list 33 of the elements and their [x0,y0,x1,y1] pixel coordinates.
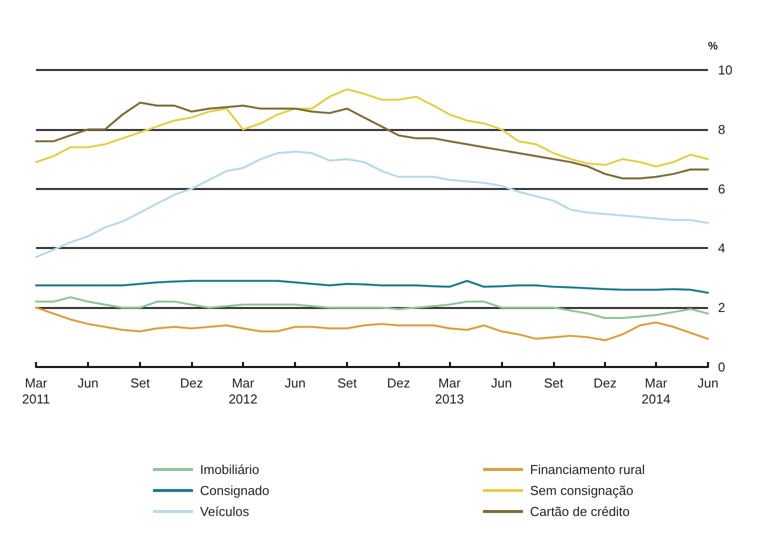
x-tick-label: Jun [78,376,99,390]
line-series [35,296,709,319]
x-tick-label: Mar 2014 [642,376,670,406]
x-tick-label: Dez [180,376,204,390]
x-tick-label: Jun [491,376,512,390]
legend-label: Cartão de crédito [530,504,630,519]
x-tick-label: Dez [387,376,410,390]
x-tick-label: Jun [284,376,306,390]
y-axis-title: % [708,40,718,52]
line-series [35,88,709,168]
line-series [35,102,709,180]
x-tick-label: Mar 2013 [435,376,464,406]
line-series [35,280,709,294]
x-tick-label: Set [337,376,358,390]
x-tick-label: Set [544,376,564,390]
x-tick-label: Set [130,376,150,390]
x-tick-label: Dez [593,376,617,390]
x-tick-label: Mar 2011 [22,376,50,406]
x-tick-label: Jun [698,376,718,390]
line-series [35,150,709,258]
y-tick-label: 6 [718,181,726,196]
legend-label: Imobiliário [200,462,260,477]
x-tick-label: Mar 2012 [228,376,258,406]
legend-label: Sem consignação [530,483,634,498]
y-tick-label: 4 [718,240,726,256]
legend-label: Veículos [200,504,250,519]
y-tick-label: 2 [718,300,726,316]
y-tick-label: 8 [718,122,726,137]
y-tick-label: 10 [718,62,732,78]
y-tick-label: 0 [718,360,726,374]
line-series [35,306,709,342]
legend-label: Consignado [200,483,270,498]
legend-label: Financiamento rural [530,462,645,477]
